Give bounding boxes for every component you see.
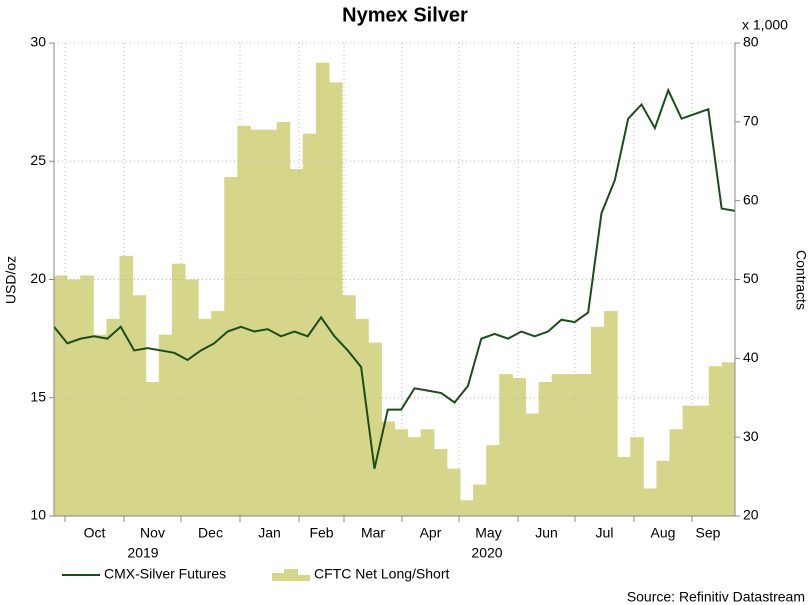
year-label: 2019 (127, 545, 158, 561)
source: Source: Refinitiv Datastream (627, 589, 805, 605)
y2-tick-label: 70 (743, 113, 759, 129)
area-step (315, 62, 330, 516)
area-step (459, 500, 474, 516)
area-step (158, 334, 173, 516)
area-step (604, 311, 618, 516)
legend-label: CMX-Silver Futures (104, 566, 226, 582)
area-step (80, 275, 94, 516)
area-step (171, 263, 186, 516)
x-tick-label: Sep (696, 525, 721, 541)
area-step (184, 279, 199, 516)
x-tick-label: Aug (651, 525, 676, 541)
y-tick-label: 15 (30, 388, 46, 404)
area-step (211, 311, 225, 516)
y-tick-label: 10 (30, 507, 46, 523)
line (53, 87, 736, 469)
area-step (132, 295, 147, 516)
area-step (538, 381, 553, 516)
x-tick-label: Mar (361, 525, 385, 541)
area-step (54, 275, 68, 516)
area-step (276, 121, 291, 516)
legend-swatch (272, 569, 310, 581)
area-step (590, 326, 605, 516)
area-step (263, 129, 278, 516)
area-step (342, 295, 356, 516)
x-tick-label: Jun (535, 525, 558, 541)
x-tick-label: Nov (140, 525, 165, 541)
area-step (394, 429, 409, 516)
area-step (486, 445, 500, 516)
x-tick-label: Apr (420, 525, 442, 541)
area-step (643, 488, 657, 516)
area-step (630, 437, 644, 516)
y2-tick-label: 60 (743, 191, 759, 207)
area-step (446, 468, 461, 516)
area-step (473, 484, 487, 516)
area-step (695, 405, 710, 516)
x-tick-label: May (475, 525, 501, 541)
area-step (198, 318, 212, 516)
y2-tick-label: 50 (743, 270, 759, 286)
x-tick-label: Dec (198, 525, 223, 541)
area-step (237, 125, 251, 517)
x-tick-label: Feb (309, 525, 333, 541)
area-step (525, 413, 540, 516)
area-step (512, 378, 526, 516)
area-step (617, 456, 631, 516)
area-step (420, 429, 435, 516)
area-step (669, 429, 684, 516)
area-step (250, 129, 265, 516)
y2-tick-label: 20 (743, 507, 759, 523)
area-step (708, 366, 723, 516)
y2-tick-label: 40 (743, 349, 759, 365)
legend-label: CFTC Net Long/Short (314, 566, 449, 582)
area-step (368, 342, 382, 516)
area-step (656, 460, 671, 516)
y-tick-label: 25 (30, 152, 46, 168)
y-tick-label: 30 (30, 34, 46, 50)
area-step (433, 448, 448, 516)
y-tick-label: 20 (30, 270, 46, 286)
year-label: 2020 (471, 545, 502, 561)
area-step (289, 169, 304, 516)
area-step (106, 318, 120, 516)
y2-tick-label: 80 (743, 34, 759, 50)
x-tick-label: Jan (258, 525, 281, 541)
area-step (145, 381, 160, 516)
area-step (682, 405, 697, 516)
area-step (407, 437, 422, 516)
area-step (93, 334, 107, 516)
y2-unit: x 1,000 (742, 17, 788, 33)
y2-tick-label: 30 (743, 428, 759, 444)
area-step (224, 177, 238, 516)
chart-title: Nymex Silver (342, 4, 468, 26)
area-step (564, 374, 579, 516)
y-axis-label: USD/oz (3, 256, 19, 304)
area-step (381, 421, 395, 516)
area-step (355, 318, 369, 516)
area-step (551, 374, 566, 516)
area-step (67, 279, 81, 516)
x-tick-label: Oct (84, 525, 106, 541)
area-step (577, 374, 592, 516)
area-step (499, 374, 513, 516)
area-step (119, 255, 134, 516)
area-step (721, 362, 736, 516)
area-step (329, 82, 343, 517)
area-step (302, 133, 317, 517)
x-tick-label: Jul (596, 525, 614, 541)
y2-axis-label: Contracts (793, 250, 809, 310)
